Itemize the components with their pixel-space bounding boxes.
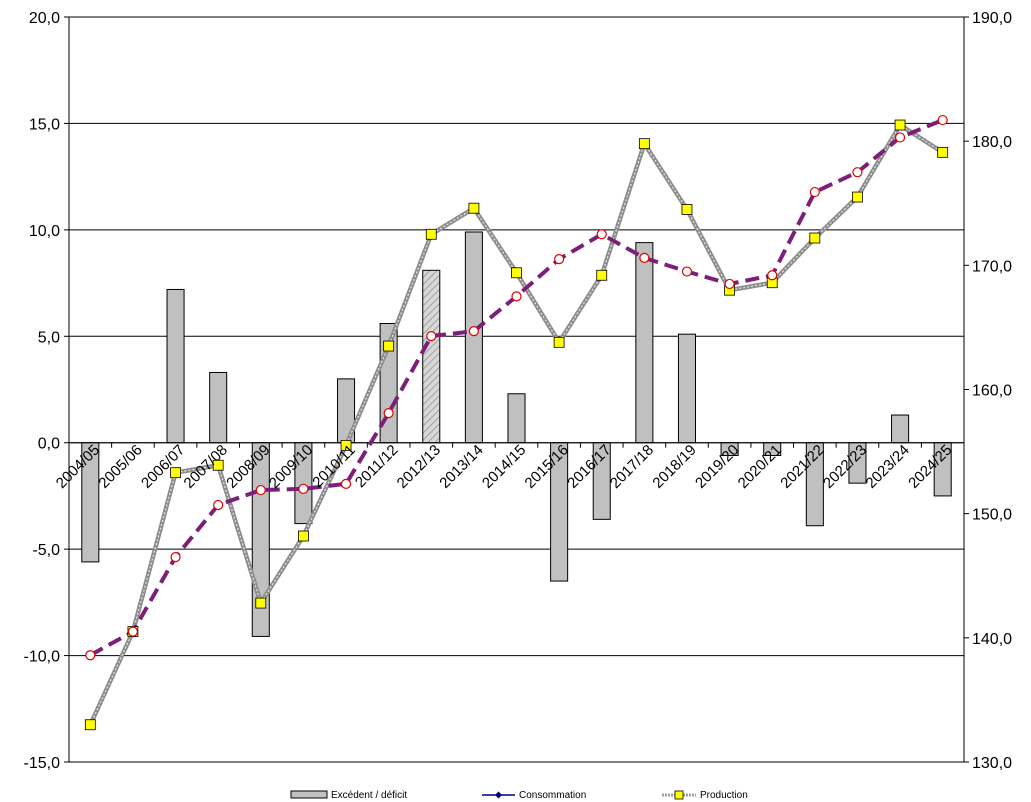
- legend-label-production: Production: [700, 790, 748, 801]
- bar: [635, 242, 654, 444]
- legend-swatch-bar: [290, 790, 328, 799]
- bar: [507, 393, 526, 444]
- production-point: [894, 119, 906, 131]
- consumption-point: [85, 650, 96, 661]
- y-left-tick-label: 10,0: [29, 223, 60, 240]
- consumption-point: [255, 484, 266, 496]
- legend-marker-diamond: [495, 791, 502, 799]
- x-tick-label: 2006/07: [138, 442, 188, 492]
- legend-item-production: Production: [662, 790, 748, 801]
- consumption-point: [809, 186, 820, 198]
- y-right-tick-label: 150,0: [972, 507, 1012, 524]
- y-left-tick-label: 20,0: [29, 10, 60, 27]
- production-point: [383, 340, 395, 352]
- x-tick-label: 2005/06: [95, 442, 145, 492]
- consumption-point: [894, 132, 906, 143]
- y-left-tick-label: -15,0: [24, 755, 61, 772]
- consumption-point: [468, 326, 479, 337]
- production-point: [511, 267, 522, 279]
- consumption-point: [937, 114, 948, 126]
- production-point: [212, 459, 224, 471]
- consumption-point: [383, 407, 394, 419]
- production-point: [937, 146, 949, 158]
- consumption-point: [639, 252, 650, 263]
- y-left-tick-label: 5,0: [38, 329, 60, 346]
- production-point: [340, 439, 352, 451]
- consumption-point: [298, 483, 309, 494]
- x-tick-label: 2014/15: [479, 442, 529, 492]
- consumption-point: [767, 270, 778, 281]
- consumption-point: [127, 626, 139, 637]
- y-left-tick-label: -5,0: [32, 542, 60, 559]
- bar: [677, 333, 697, 444]
- bar: [891, 414, 910, 444]
- consumption-point: [213, 499, 224, 511]
- consumption-point: [426, 331, 437, 342]
- production-point: [298, 530, 309, 542]
- y-left-tick-label: 0,0: [38, 436, 60, 453]
- y-right-tick-label: 130,0: [972, 755, 1012, 772]
- x-tick-label: 2018/19: [649, 442, 699, 492]
- y-right-tick-label: 190,0: [972, 10, 1012, 27]
- production-point: [681, 204, 693, 215]
- production-point: [425, 228, 437, 240]
- bar: [422, 269, 441, 444]
- consumption-point: [340, 478, 352, 489]
- x-tick-label: 2011/12: [352, 442, 402, 492]
- production-point: [553, 336, 565, 348]
- bar: [209, 371, 228, 444]
- consumption-point: [681, 266, 693, 277]
- production-point: [596, 269, 608, 281]
- legend-item-surplus: Excédent / déficit: [290, 790, 407, 801]
- consumption-point: [724, 278, 735, 290]
- production-point: [255, 597, 267, 609]
- x-tick-label: 2012/13: [394, 442, 444, 492]
- production-point: [638, 138, 650, 150]
- consumption-point: [170, 552, 181, 563]
- production-point: [809, 232, 821, 244]
- axes: [64, 16, 969, 763]
- y-right-tick-label: 160,0: [972, 383, 1012, 400]
- x-tick-label: 2019/20: [692, 442, 742, 492]
- production-point: [852, 191, 863, 203]
- y-left-tick-label: -10,0: [24, 649, 61, 666]
- y-left-tick-label: 15,0: [29, 116, 60, 133]
- y-right-tick-label: 180,0: [972, 134, 1012, 151]
- consumption-point: [852, 167, 863, 178]
- bar: [464, 231, 483, 444]
- x-tick-label: 2023/24: [863, 442, 913, 492]
- production-point: [170, 467, 181, 479]
- consumption-point: [511, 291, 522, 302]
- bar: [166, 288, 185, 444]
- line-series: [84, 114, 949, 731]
- consumption-point: [596, 229, 607, 240]
- y-right-tick-label: 170,0: [972, 258, 1012, 275]
- production-point: [84, 719, 96, 731]
- x-tick-label: 2013/14: [436, 442, 486, 492]
- production-point: [468, 202, 480, 214]
- consumption-point: [554, 254, 565, 265]
- legend-label-surplus: Excédent / déficit: [331, 790, 407, 801]
- x-tick-label: 2017/18: [607, 442, 657, 492]
- grid-lines: [69, 16, 964, 763]
- legend-marker-square: [674, 790, 684, 800]
- legend-item-consumption: Consommation: [482, 790, 586, 801]
- x-tick-label: 2020/21: [735, 442, 785, 492]
- legend: Excédent / déficit Consommation Producti…: [290, 790, 748, 801]
- y-right-tick-label: 140,0: [972, 631, 1012, 648]
- legend-label-consumption: Consommation: [519, 790, 586, 801]
